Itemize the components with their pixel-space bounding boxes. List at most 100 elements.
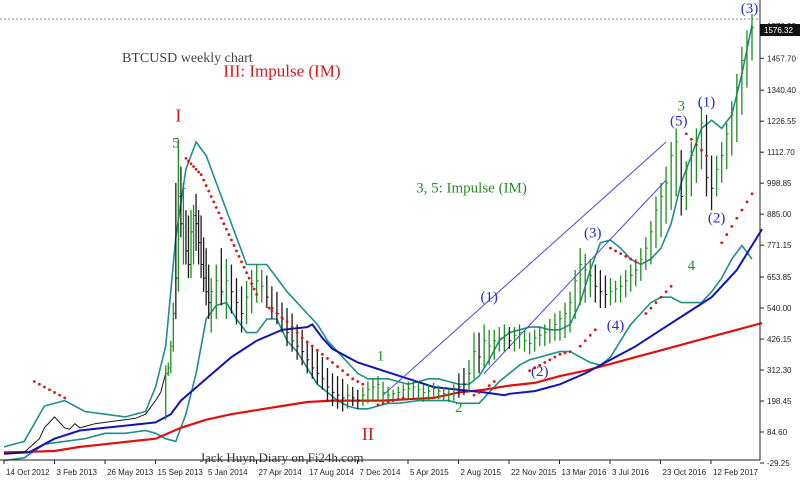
sar-dot: [58, 393, 61, 397]
y-tick-label: 771.15: [767, 241, 792, 250]
sar-dot: [48, 388, 51, 392]
sar-dot: [664, 290, 668, 294]
x-tick-label: 3 Feb 2013: [57, 468, 98, 477]
y-tick-label: 1457.70: [767, 54, 796, 63]
sar-dot: [204, 184, 208, 187]
sar-dot: [588, 333, 592, 337]
sar-dot: [326, 357, 329, 360]
y-tick-label: 312.30: [767, 366, 792, 375]
wave-label: III: Impulse (IM): [223, 62, 340, 81]
sar-dot: [199, 173, 203, 177]
x-tick-label: 12 Feb 2017: [713, 468, 758, 477]
sar-dot: [614, 249, 617, 253]
sar-dot: [212, 200, 216, 204]
wave-label: 1: [377, 348, 385, 364]
sar-dot: [558, 352, 562, 356]
sar-dot: [346, 373, 350, 377]
sar-dot: [684, 132, 688, 136]
sar-dot: [720, 241, 724, 245]
sar-dot: [227, 233, 231, 236]
sar-dot: [548, 358, 552, 362]
sar-dot: [492, 380, 496, 383]
sar-dot: [285, 320, 289, 324]
sar-dot: [351, 377, 355, 381]
wave-label: (5): [670, 114, 688, 130]
sar-dot: [305, 340, 309, 344]
sar-dot: [619, 252, 622, 256]
x-tick-label: 5 Jan 2014: [208, 468, 248, 477]
price-line-early: [3, 373, 167, 455]
sar-dot: [321, 352, 324, 356]
sar-dot: [275, 312, 279, 315]
sar-dot: [538, 363, 542, 367]
sar-dot: [53, 391, 56, 394]
sar-dot: [361, 382, 365, 386]
sar-dot: [553, 355, 557, 359]
sar-dot: [245, 271, 248, 275]
sar-dot: [477, 391, 481, 394]
sar-dot: [730, 225, 734, 228]
y-axis-ticks: 1576.32 1457.70 1340.40 1226.55 1112.70 998.8…: [760, 22, 796, 468]
y-tick-label: 653.85: [767, 273, 792, 282]
sar-dot: [37, 382, 41, 386]
y-tick-label: -29.25: [767, 459, 790, 468]
wave-label: (3): [584, 225, 602, 241]
sar-dot: [202, 178, 206, 182]
wave-annotations: III: Impulse (IM)3, 5: Impulse (IM)III51…: [172, 1, 758, 444]
sar-dot: [654, 301, 658, 305]
sar-dot: [609, 246, 612, 250]
sar-dot: [543, 361, 547, 364]
sar-dot: [472, 393, 476, 397]
x-tick-label: 27 Apr 2014: [259, 468, 303, 477]
sar-dot: [583, 339, 587, 343]
watermark: Jack Huyn Diary on Fi24h.com: [200, 450, 364, 465]
last-price-badge: 1576.32: [760, 24, 800, 36]
wave-label: (1): [480, 289, 498, 305]
sar-dot: [267, 306, 271, 310]
sar-dot: [189, 162, 193, 166]
sar-dot: [700, 148, 703, 152]
sar-dot: [644, 312, 648, 315]
sar-dot: [250, 282, 254, 285]
sar-dot: [43, 385, 46, 389]
sar-dot: [63, 396, 67, 400]
y-tick-label: 1340.40: [767, 86, 796, 95]
y-tick-label: 84.60: [767, 428, 788, 437]
sar-dot: [659, 295, 663, 299]
wave-label: (3): [741, 1, 759, 17]
sar-dot: [310, 344, 314, 348]
sar-dot: [750, 192, 754, 196]
x-tick-label: 15 Sep 2013: [158, 468, 204, 477]
sar-dot: [217, 211, 221, 215]
sar-dot: [280, 316, 284, 319]
wave-label: 2: [455, 400, 463, 416]
sar-dot: [725, 233, 729, 236]
sar-dot: [740, 208, 744, 212]
sar-dot: [240, 260, 243, 264]
sar-dot: [300, 336, 304, 340]
sar-dot: [578, 344, 582, 348]
x-tick-label: 5 Apr 2015: [410, 468, 449, 477]
sar-dot: [649, 306, 653, 310]
sar-dot: [222, 222, 226, 226]
wave-label: 3, 5: Impulse (IM): [416, 180, 527, 196]
sar-dot: [184, 156, 188, 160]
sar-dot: [187, 159, 190, 163]
sar-dot: [381, 401, 385, 405]
sar-dot: [568, 350, 572, 354]
sar-dot: [237, 254, 241, 258]
sar-dot: [255, 293, 259, 296]
sar-dot: [232, 244, 236, 247]
y-tick-label: 198.45: [767, 397, 792, 406]
chart-title: BTCUSD weekly chart: [122, 51, 253, 66]
parabolic-sar: [32, 132, 754, 407]
last-price-label: 1576.32: [764, 26, 793, 35]
sar-dot: [32, 380, 36, 383]
sar-dot: [214, 205, 218, 209]
x-tick-label: 2 Aug 2015: [461, 468, 502, 477]
sar-dot: [295, 331, 299, 334]
x-tick-label: 7 Dec 2014: [360, 468, 401, 477]
sar-dot: [247, 276, 251, 280]
